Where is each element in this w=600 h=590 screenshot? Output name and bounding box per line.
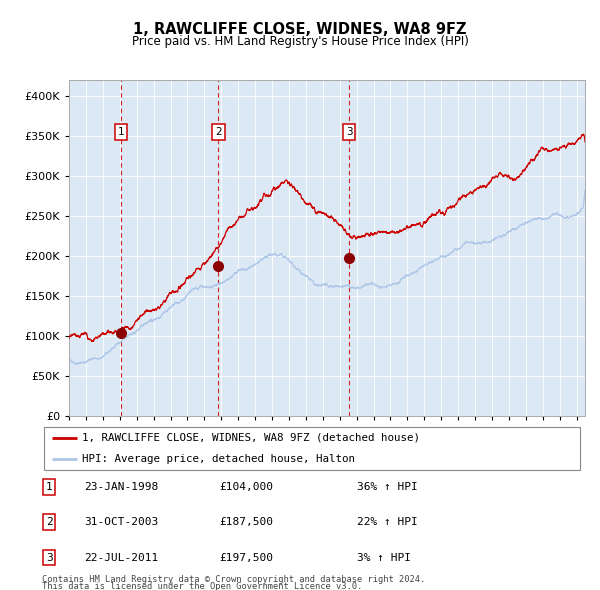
Text: 1: 1	[46, 482, 53, 491]
Text: 36% ↑ HPI: 36% ↑ HPI	[357, 482, 418, 491]
Text: £197,500: £197,500	[219, 553, 273, 562]
Text: 1, RAWCLIFFE CLOSE, WIDNES, WA8 9FZ: 1, RAWCLIFFE CLOSE, WIDNES, WA8 9FZ	[133, 22, 467, 37]
Text: 1, RAWCLIFFE CLOSE, WIDNES, WA8 9FZ (detached house): 1, RAWCLIFFE CLOSE, WIDNES, WA8 9FZ (det…	[83, 432, 421, 442]
Text: £104,000: £104,000	[219, 482, 273, 491]
Text: 23-JAN-1998: 23-JAN-1998	[84, 482, 158, 491]
Text: 31-OCT-2003: 31-OCT-2003	[84, 517, 158, 527]
Text: HPI: Average price, detached house, Halton: HPI: Average price, detached house, Halt…	[83, 454, 355, 464]
Text: 3: 3	[346, 127, 352, 137]
FancyBboxPatch shape	[44, 427, 580, 470]
Text: Contains HM Land Registry data © Crown copyright and database right 2024.: Contains HM Land Registry data © Crown c…	[42, 575, 425, 584]
Text: 1: 1	[118, 127, 124, 137]
Text: £187,500: £187,500	[219, 517, 273, 527]
Text: 2: 2	[46, 517, 53, 527]
Text: This data is licensed under the Open Government Licence v3.0.: This data is licensed under the Open Gov…	[42, 582, 362, 590]
Text: Price paid vs. HM Land Registry's House Price Index (HPI): Price paid vs. HM Land Registry's House …	[131, 35, 469, 48]
Text: 3: 3	[46, 553, 53, 562]
Text: 2: 2	[215, 127, 221, 137]
Text: 22-JUL-2011: 22-JUL-2011	[84, 553, 158, 562]
Text: 22% ↑ HPI: 22% ↑ HPI	[357, 517, 418, 527]
Text: 3% ↑ HPI: 3% ↑ HPI	[357, 553, 411, 562]
